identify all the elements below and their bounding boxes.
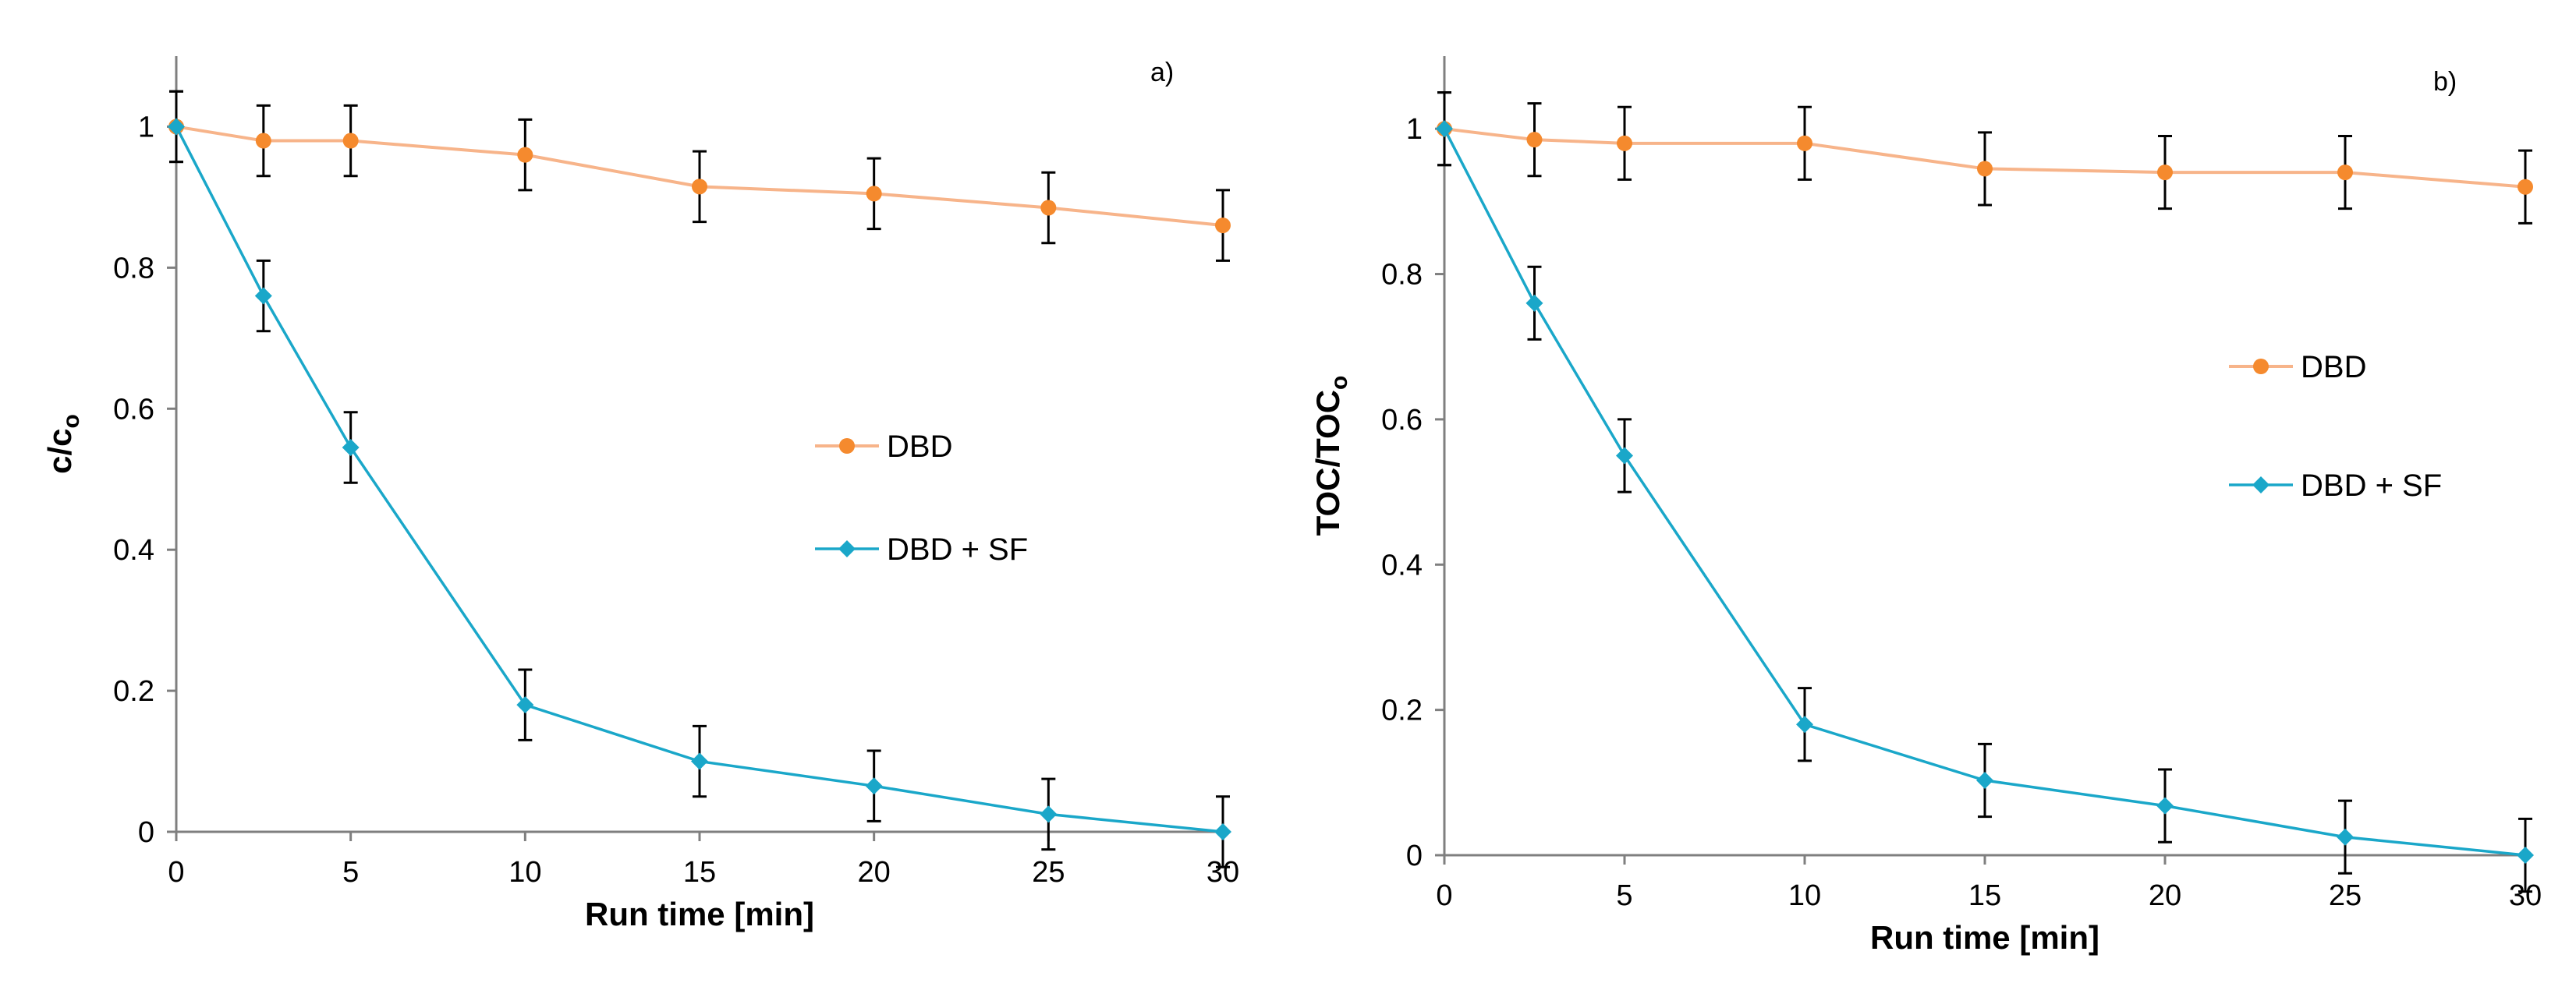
data-point — [254, 287, 272, 305]
x-tick-label: 5 — [342, 856, 359, 889]
data-point — [1040, 805, 1058, 823]
series-dbd-sf — [168, 90, 1231, 868]
panel-label: b) — [2433, 67, 2457, 97]
series-line — [1443, 128, 2526, 857]
data-point — [1977, 161, 1993, 177]
series-line — [1444, 127, 2526, 189]
data-point — [1214, 823, 1231, 840]
data-point — [865, 777, 883, 795]
x-tick-label: 0 — [168, 856, 184, 889]
legend-marker — [2252, 476, 2270, 493]
data-point — [2337, 828, 2354, 846]
x-tick-label: 15 — [1968, 879, 2001, 912]
data-point — [692, 179, 707, 195]
x-axis-title: Run time [min] — [585, 896, 814, 932]
y-tick-label: 0 — [1406, 840, 1423, 872]
legend-entry-dbd-sf: DBD + SF — [815, 532, 1028, 567]
x-tick-label: 10 — [508, 856, 541, 889]
data-point — [1797, 135, 1812, 151]
y-tick-label: 0.8 — [1381, 259, 1423, 292]
data-point — [2518, 179, 2533, 195]
data-point — [1526, 132, 1543, 148]
y-axis-title-main: c/c — [41, 428, 78, 473]
y-tick-label: 0.8 — [113, 252, 154, 285]
y-tick-label: 0 — [138, 816, 154, 849]
panel-label: a) — [1150, 58, 1174, 87]
y-tick-label: 0.6 — [1381, 404, 1423, 437]
legend-label: DBD — [887, 430, 952, 464]
data-point — [1525, 294, 1543, 312]
legend-entry-dbd-sf: DBD + SF — [2229, 469, 2442, 503]
data-point — [691, 752, 708, 770]
series-dbd-sf — [1436, 91, 2534, 893]
data-point — [1976, 772, 1993, 790]
y-tick-label: 0.6 — [113, 393, 154, 426]
data-point — [168, 118, 185, 136]
series-dbd — [168, 90, 1231, 262]
y-tick-label: 1 — [1406, 113, 1423, 146]
y-axis-title-main: TOC/TOC — [1309, 390, 1346, 536]
x-tick-label: 15 — [683, 856, 716, 889]
legend-marker — [2253, 359, 2269, 374]
y-tick-label: 0.4 — [113, 534, 154, 567]
data-point — [1616, 447, 1633, 465]
data-point — [1436, 120, 1453, 138]
data-point — [2157, 164, 2173, 181]
legend-label: DBD — [2301, 350, 2366, 384]
legend-entry-dbd: DBD — [815, 430, 952, 464]
x-tick-label: 10 — [1788, 879, 1821, 912]
legend-marker — [838, 540, 856, 557]
x-axis-title: Run time [min] — [1870, 919, 2099, 956]
series-dbd — [1437, 91, 2533, 225]
legend-marker — [839, 438, 855, 454]
data-point — [1215, 218, 1231, 234]
series-line — [175, 126, 1224, 833]
data-point — [255, 133, 271, 149]
y-tick-label: 0.2 — [1381, 695, 1423, 727]
data-point — [2517, 847, 2534, 864]
data-point — [517, 147, 533, 163]
y-axis-title: c/co — [41, 414, 84, 474]
data-point — [342, 133, 359, 149]
data-point — [1040, 200, 1057, 216]
series-line — [175, 125, 1224, 228]
data-point — [1617, 135, 1632, 151]
data-point — [2156, 797, 2174, 815]
y-tick-label: 0.4 — [1381, 549, 1423, 582]
x-tick-label: 20 — [2149, 879, 2181, 912]
x-tick-label: 0 — [1436, 879, 1452, 912]
data-point — [2337, 164, 2353, 181]
data-point — [516, 696, 534, 714]
legend-label: DBD + SF — [887, 532, 1028, 567]
data-point — [866, 186, 882, 202]
y-axis-title-subscript: o — [1327, 376, 1352, 390]
y-axis-title: TOC/TOCo — [1309, 376, 1352, 536]
data-point — [1796, 716, 1813, 734]
y-axis-title-subscript: o — [58, 414, 84, 428]
y-tick-label: 1 — [138, 111, 154, 143]
x-tick-label: 25 — [2329, 879, 2362, 912]
x-tick-label: 25 — [1032, 856, 1065, 889]
y-tick-label: 0.2 — [113, 675, 154, 708]
legend-label: DBD + SF — [2301, 469, 2442, 503]
legend-entry-dbd: DBD — [2229, 350, 2366, 384]
x-tick-label: 5 — [1616, 879, 1632, 912]
x-tick-label: 20 — [858, 856, 891, 889]
data-point — [342, 439, 360, 457]
